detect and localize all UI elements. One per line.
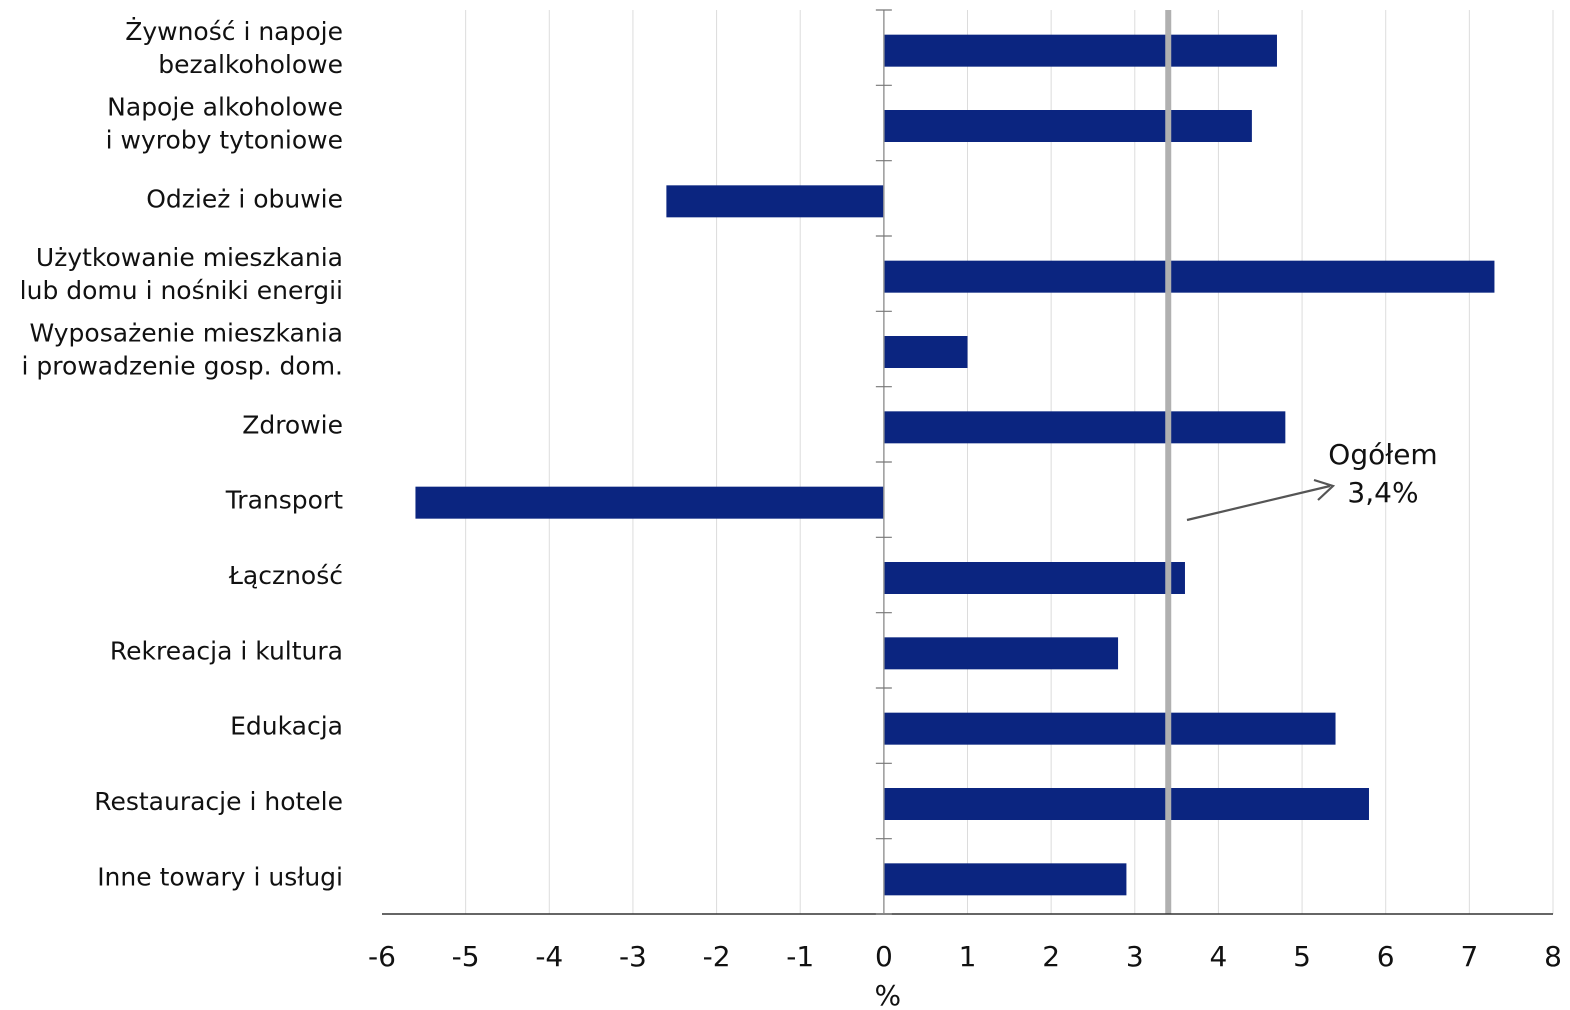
x-tick-label: -1 bbox=[786, 940, 814, 973]
category-labels: Żywność i napoje bezalkoholowe Napoje alko… bbox=[20, 17, 344, 891]
category-label-line: Żywność i napoje bbox=[125, 17, 343, 46]
annotation-arrow-line bbox=[1186, 484, 1331, 522]
x-tick-label: 3 bbox=[1126, 940, 1144, 973]
x-tick-label: -4 bbox=[535, 940, 563, 973]
tick-labels: -6 -5 -4 -3 -2 -1 0 1 2 3 4 5 6 7 8 bbox=[368, 940, 1562, 973]
bar bbox=[883, 863, 1127, 896]
bar bbox=[883, 260, 1495, 293]
x-tick-label: 8 bbox=[1544, 940, 1562, 973]
x-tick-label: -5 bbox=[452, 940, 480, 973]
category-label: Odzież i obuwie bbox=[146, 184, 343, 213]
category-label-line: bezalkoholowe bbox=[158, 50, 343, 79]
category-label: Rekreacja i kultura bbox=[110, 636, 343, 665]
category-label-line: Łączność bbox=[228, 561, 343, 590]
grid-lines bbox=[465, 10, 1554, 914]
x-tick-label: 4 bbox=[1210, 940, 1228, 973]
category-label: Inne towary i usługi bbox=[97, 862, 343, 891]
bar bbox=[883, 411, 1286, 444]
total-annotation-label: Ogółem bbox=[1328, 438, 1437, 471]
x-tick-label: -6 bbox=[368, 940, 396, 973]
total-annotation: Ogółem 3,4% bbox=[1186, 438, 1438, 522]
x-tick-label: 0 bbox=[875, 940, 893, 973]
bar bbox=[883, 712, 1336, 745]
bar bbox=[883, 336, 968, 368]
category-label: Transport bbox=[225, 486, 344, 515]
category-label: Żywność i napoje bezalkoholowe bbox=[125, 17, 343, 79]
x-tick-label: 1 bbox=[959, 940, 977, 973]
bar bbox=[415, 486, 884, 519]
category-label-line: Transport bbox=[225, 486, 344, 515]
category-label-line: Zdrowie bbox=[242, 410, 343, 439]
bar bbox=[666, 185, 884, 218]
category-label-line: Restauracje i hotele bbox=[94, 787, 343, 816]
bar bbox=[883, 34, 1277, 67]
x-tick-label: -3 bbox=[619, 940, 647, 973]
x-axis-title: % bbox=[875, 979, 902, 1010]
total-annotation-value: 3,4% bbox=[1347, 476, 1418, 509]
annotation-arrow-head bbox=[1313, 478, 1336, 501]
category-label-line: Odzież i obuwie bbox=[146, 184, 343, 213]
x-tick-label: 6 bbox=[1377, 940, 1395, 973]
category-label: Restauracje i hotele bbox=[94, 787, 343, 816]
category-label-line: Wyposażenie mieszkania bbox=[29, 319, 343, 348]
axes bbox=[382, 9, 1553, 915]
x-tick-label: 7 bbox=[1460, 940, 1478, 973]
x-tick-label: 2 bbox=[1042, 940, 1060, 973]
category-label: Zdrowie bbox=[242, 410, 343, 439]
bar bbox=[883, 637, 1119, 670]
category-label-line: Edukacja bbox=[230, 712, 343, 741]
category-label-line: Inne towary i usługi bbox=[97, 862, 343, 891]
category-label-line: Użytkowanie mieszkania bbox=[36, 243, 343, 272]
category-label-line: Napoje alkoholowe bbox=[107, 93, 343, 122]
category-label-line: i wyroby tytoniowe bbox=[106, 126, 343, 155]
category-label-line: i prowadzenie gosp. dom. bbox=[22, 352, 343, 381]
bar bbox=[883, 562, 1185, 594]
bars bbox=[415, 34, 1495, 896]
category-label: Edukacja bbox=[230, 712, 343, 741]
category-label: Użytkowanie mieszkania lub domu i nośniki… bbox=[20, 243, 343, 305]
category-label-line: lub domu i nośniki energii bbox=[20, 276, 343, 305]
category-label-line: Rekreacja i kultura bbox=[110, 636, 343, 665]
category-label: Łączność bbox=[228, 561, 343, 590]
category-label: Napoje alkoholowe i wyroby tytoniowe bbox=[106, 93, 343, 155]
x-tick-label: -2 bbox=[703, 940, 731, 973]
bar bbox=[883, 788, 1369, 820]
bar bbox=[883, 110, 1252, 142]
x-tick-label: 5 bbox=[1293, 940, 1311, 973]
category-label: Wyposażenie mieszkania i prowadzenie gosp… bbox=[22, 319, 343, 381]
